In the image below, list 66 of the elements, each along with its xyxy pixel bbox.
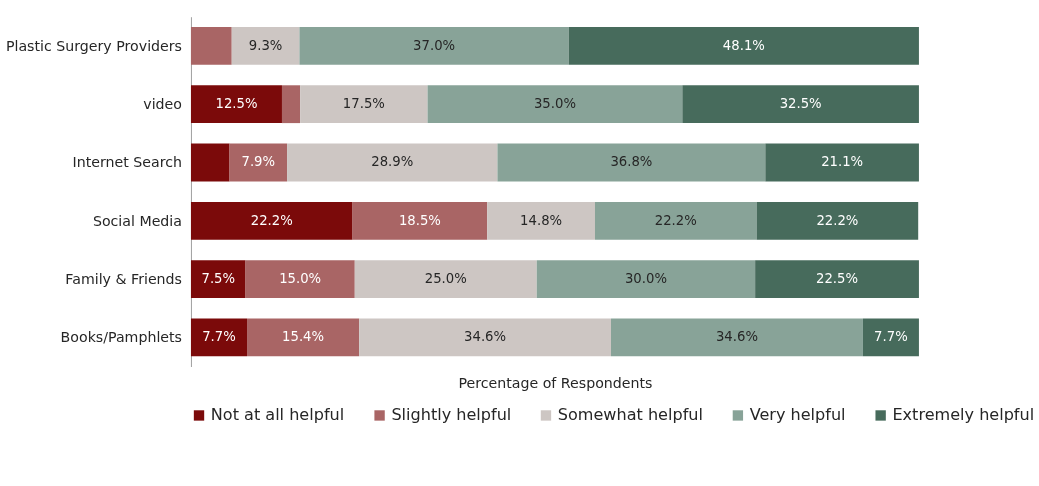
data-label: 22.2%: [250, 212, 293, 228]
data-label: 18.5%: [398, 212, 441, 228]
y-tick-label: Social Media: [92, 212, 182, 229]
data-label: 25.0%: [424, 270, 467, 286]
legend-label: Slightly helpful: [391, 405, 512, 425]
bar: [756, 201, 919, 240]
bar: [862, 318, 919, 357]
data-label: 7.5%: [201, 270, 236, 286]
bar: [190, 85, 282, 124]
y-tick-label: Plastic Surgery Providers: [5, 37, 182, 54]
data-label: 21.1%: [821, 154, 864, 170]
data-label: 12.5%: [215, 95, 258, 111]
bar: [497, 143, 766, 182]
data-label: 7.7%: [202, 329, 236, 345]
bar: [755, 260, 919, 298]
data-label: 30.0%: [624, 270, 667, 286]
y-tick-label: Family & Friends: [65, 270, 182, 287]
legend-label: Very helpful: [749, 405, 846, 425]
x-axis-title: Percentage of Respondents: [458, 374, 653, 391]
data-label: 17.5%: [342, 95, 385, 111]
bar: [190, 260, 246, 298]
bar: [487, 201, 595, 240]
bar: [190, 201, 353, 240]
bar: [287, 143, 498, 182]
y-tick-label: Internet Search: [72, 154, 182, 171]
bar: [594, 201, 757, 240]
bar: [247, 318, 360, 357]
data-label: 15.0%: [279, 270, 322, 286]
legend-label: Somewhat helpful: [557, 405, 703, 425]
data-label: 7.9%: [241, 154, 276, 170]
data-label: 14.8%: [520, 212, 563, 228]
data-label: 37.0%: [413, 37, 456, 53]
data-label: 32.5%: [779, 95, 822, 111]
data-label: 48.1%: [722, 37, 765, 53]
legend-label: Extremely helpful: [892, 405, 1035, 425]
data-label: 22.5%: [816, 270, 859, 286]
legend-label: Not at all helpful: [210, 405, 345, 425]
bar: [682, 85, 919, 124]
bar: [352, 201, 488, 240]
y-tick-label: Books/Pamphlets: [60, 329, 182, 346]
bar: [359, 318, 612, 357]
data-label: 34.6%: [464, 329, 507, 345]
data-label: 15.4%: [282, 329, 325, 345]
bar: [536, 260, 756, 298]
data-label: 34.6%: [715, 329, 758, 345]
data-label: 7.7%: [874, 329, 908, 345]
bar: [427, 85, 683, 124]
data-label: 36.8%: [610, 154, 653, 170]
bar: [299, 26, 569, 65]
y-tick-label: video: [143, 95, 182, 112]
bar: [300, 85, 428, 124]
bar: [190, 26, 232, 65]
bar: [190, 143, 230, 182]
bar: [281, 85, 301, 124]
data-label: 35.0%: [533, 95, 576, 111]
data-label: 28.9%: [371, 154, 414, 170]
bar: [568, 26, 919, 65]
bar: [765, 143, 919, 182]
data-label: 22.2%: [816, 212, 859, 228]
bar: [231, 26, 300, 65]
data-label: 9.3%: [248, 37, 283, 53]
bar: [354, 260, 537, 298]
data-label: 22.2%: [654, 212, 697, 228]
bar: [190, 318, 248, 357]
bar: [611, 318, 863, 357]
bar: [245, 260, 355, 298]
